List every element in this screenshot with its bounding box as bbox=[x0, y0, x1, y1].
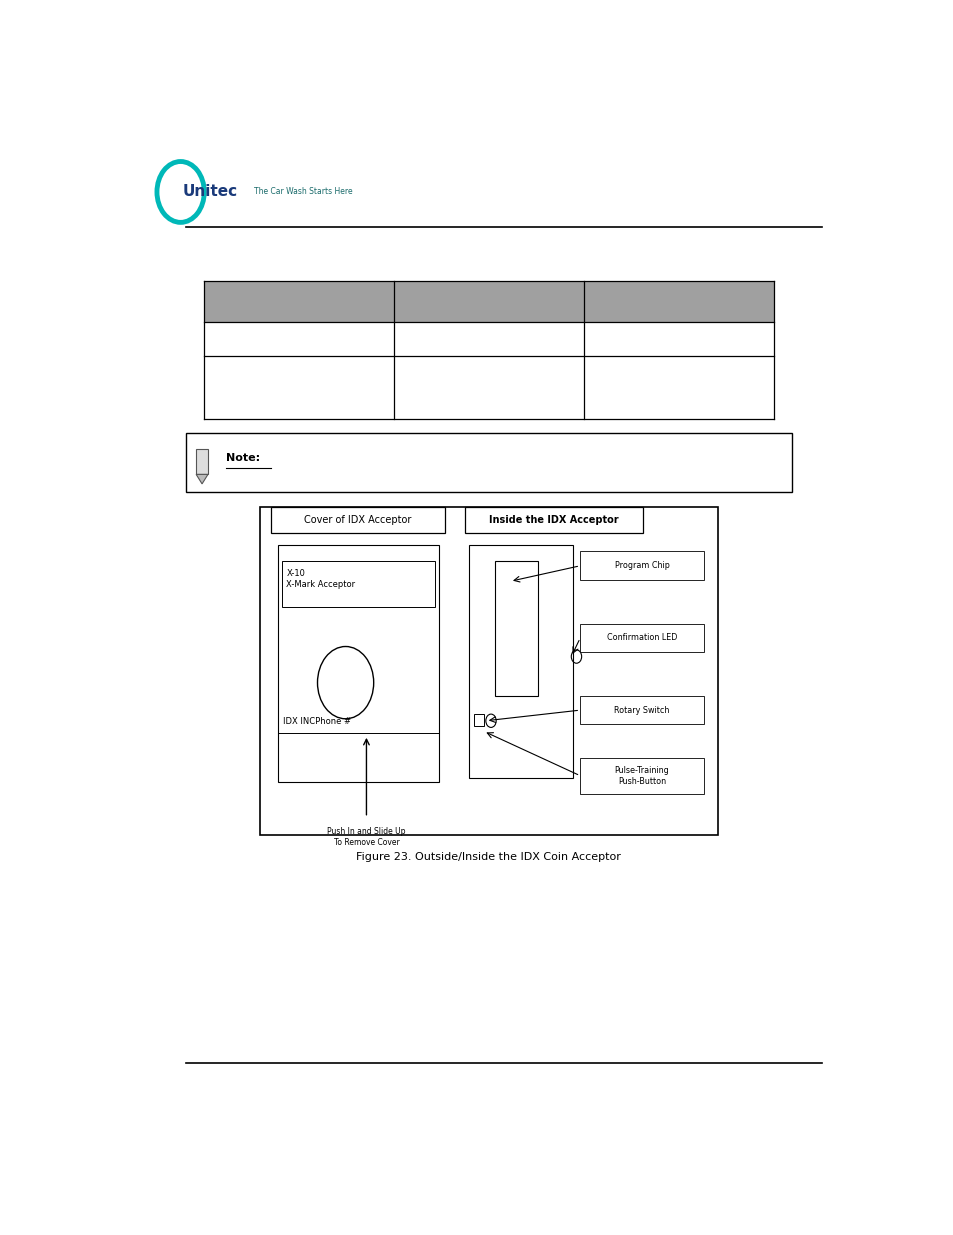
Text: Unitec: Unitec bbox=[183, 184, 237, 199]
Polygon shape bbox=[196, 448, 208, 474]
Bar bbox=[579, 552, 703, 580]
Text: Rotary Switch: Rotary Switch bbox=[614, 705, 669, 715]
Text: The Car Wash Starts Here: The Car Wash Starts Here bbox=[253, 188, 352, 196]
Bar bbox=[259, 506, 718, 835]
Bar bbox=[579, 624, 703, 652]
Text: Confirmation LED: Confirmation LED bbox=[606, 634, 677, 642]
Text: IDX INCPhone #: IDX INCPhone # bbox=[282, 718, 351, 726]
Bar bbox=[474, 714, 483, 726]
Bar bbox=[278, 545, 438, 783]
Bar bbox=[204, 282, 773, 322]
Bar bbox=[579, 757, 703, 794]
Text: Program Chip: Program Chip bbox=[614, 561, 669, 571]
Polygon shape bbox=[196, 474, 208, 484]
Text: Inside the IDX Acceptor: Inside the IDX Acceptor bbox=[489, 515, 618, 525]
Bar bbox=[468, 545, 572, 778]
Bar bbox=[282, 561, 435, 606]
Bar bbox=[465, 506, 642, 534]
Text: Cover of IDX Acceptor: Cover of IDX Acceptor bbox=[304, 515, 411, 525]
Text: Figure 23. Outside/Inside the IDX Coin Acceptor: Figure 23. Outside/Inside the IDX Coin A… bbox=[356, 852, 620, 862]
Bar bbox=[495, 561, 537, 697]
Bar bbox=[579, 695, 703, 725]
Bar bbox=[186, 433, 791, 493]
Bar bbox=[271, 506, 444, 534]
Text: Push In and Slide Up
To Remove Cover: Push In and Slide Up To Remove Cover bbox=[327, 827, 405, 847]
Text: X-10
X-Mark Acceptor: X-10 X-Mark Acceptor bbox=[286, 568, 355, 589]
Text: Pulse-Training
Push-Button: Pulse-Training Push-Button bbox=[614, 766, 669, 785]
Text: Note:: Note: bbox=[226, 453, 260, 463]
